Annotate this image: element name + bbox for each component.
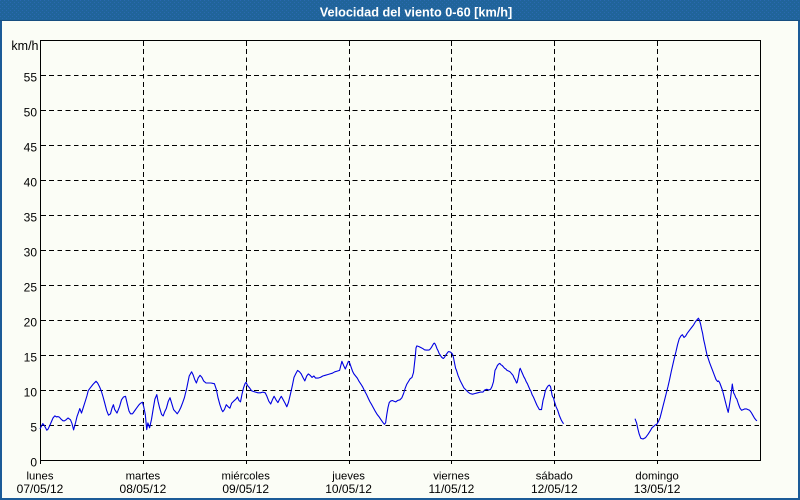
- svg-text:40: 40: [24, 176, 38, 190]
- svg-text:lunes: lunes: [26, 471, 53, 483]
- svg-text:12/05/12: 12/05/12: [531, 482, 578, 496]
- svg-text:07/05/12: 07/05/12: [17, 482, 64, 496]
- svg-text:11/05/12: 11/05/12: [428, 482, 474, 496]
- svg-text:55: 55: [24, 71, 38, 85]
- svg-text:sábado: sábado: [536, 471, 573, 483]
- svg-text:martes: martes: [126, 471, 161, 483]
- svg-text:25: 25: [24, 281, 38, 295]
- svg-text:Velocidad del viento 0-60 [km/: Velocidad del viento 0-60 [km/h]: [320, 6, 512, 20]
- svg-text:50: 50: [24, 106, 38, 120]
- svg-text:5: 5: [30, 421, 37, 435]
- svg-text:35: 35: [24, 211, 38, 225]
- svg-text:08/05/12: 08/05/12: [120, 482, 167, 496]
- svg-text:viernes: viernes: [433, 471, 470, 483]
- svg-text:15: 15: [24, 351, 38, 365]
- svg-text:09/05/12: 09/05/12: [222, 482, 269, 496]
- svg-text:miércoles: miércoles: [222, 471, 271, 483]
- svg-text:30: 30: [24, 246, 38, 260]
- svg-text:km/h: km/h: [11, 39, 38, 53]
- svg-text:0: 0: [30, 456, 37, 470]
- svg-text:45: 45: [24, 141, 38, 155]
- svg-text:20: 20: [24, 316, 38, 330]
- svg-text:10: 10: [24, 386, 38, 400]
- svg-text:10/05/12: 10/05/12: [325, 482, 372, 496]
- svg-text:jueves: jueves: [331, 471, 365, 483]
- svg-text:domingo: domingo: [635, 471, 678, 483]
- svg-text:13/05/12: 13/05/12: [634, 482, 681, 496]
